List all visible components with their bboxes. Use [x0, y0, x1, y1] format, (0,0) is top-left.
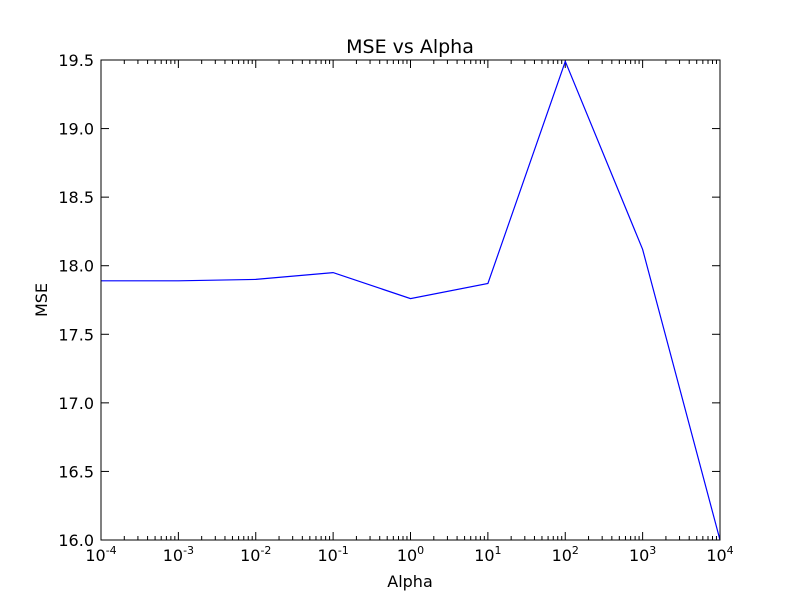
- plot-frame: [100, 59, 721, 541]
- x-tick-base: 10: [629, 546, 649, 565]
- x-tick-exponent: -3: [183, 544, 194, 557]
- x-tick-base: 10: [706, 546, 726, 565]
- x-tick-base: 10: [317, 546, 337, 565]
- x-tick-label: 104: [706, 544, 733, 565]
- x-tick-exponent: 0: [417, 544, 424, 557]
- y-axis-title: MSE: [32, 283, 51, 317]
- x-tick-exponent: -4: [106, 544, 117, 557]
- x-tick-exponent: 2: [572, 544, 579, 557]
- y-tick-label: 18.0: [58, 257, 94, 276]
- x-tick-base: 10: [552, 546, 572, 565]
- x-axis-title: Alpha: [387, 572, 433, 591]
- x-tick-label: 10-4: [85, 544, 116, 565]
- y-tick-label: 18.5: [58, 188, 94, 207]
- x-tick-label: 103: [629, 544, 656, 565]
- x-tick-base: 10: [397, 546, 417, 565]
- ticks-layer: [100, 59, 721, 541]
- x-tick-label: 10-3: [163, 544, 194, 565]
- tick-labels-layer: 10-4 10-3 10-2 10-1 100 101 102 103 10416.016.51…: [58, 51, 733, 565]
- x-tick-exponent: 4: [727, 544, 734, 557]
- x-tick-base: 10: [240, 546, 260, 565]
- x-tick-exponent: -2: [260, 544, 271, 557]
- x-tick-base: 10: [85, 546, 105, 565]
- y-tick-label: 19.0: [58, 120, 94, 139]
- x-tick-label: 10-1: [317, 544, 348, 565]
- x-tick-base: 10: [474, 546, 494, 565]
- mse-series-line: [101, 59, 721, 541]
- x-tick-exponent: 1: [495, 544, 502, 557]
- x-tick-exponent: -1: [338, 544, 349, 557]
- y-tick-label: 19.5: [58, 51, 94, 70]
- x-tick-label: 102: [552, 544, 579, 565]
- x-tick-label: 100: [397, 544, 424, 565]
- y-tick-label: 17.5: [58, 325, 94, 344]
- y-tick-label: 16.0: [58, 531, 94, 550]
- y-tick-label: 17.0: [58, 394, 94, 413]
- chart-title: MSE vs Alpha: [346, 36, 474, 58]
- x-tick-base: 10: [163, 546, 183, 565]
- x-tick-exponent: 3: [649, 544, 656, 557]
- x-tick-label: 10-2: [240, 544, 271, 565]
- y-tick-label: 16.5: [58, 462, 94, 481]
- x-tick-label: 101: [474, 544, 501, 565]
- series-layer: [101, 59, 721, 541]
